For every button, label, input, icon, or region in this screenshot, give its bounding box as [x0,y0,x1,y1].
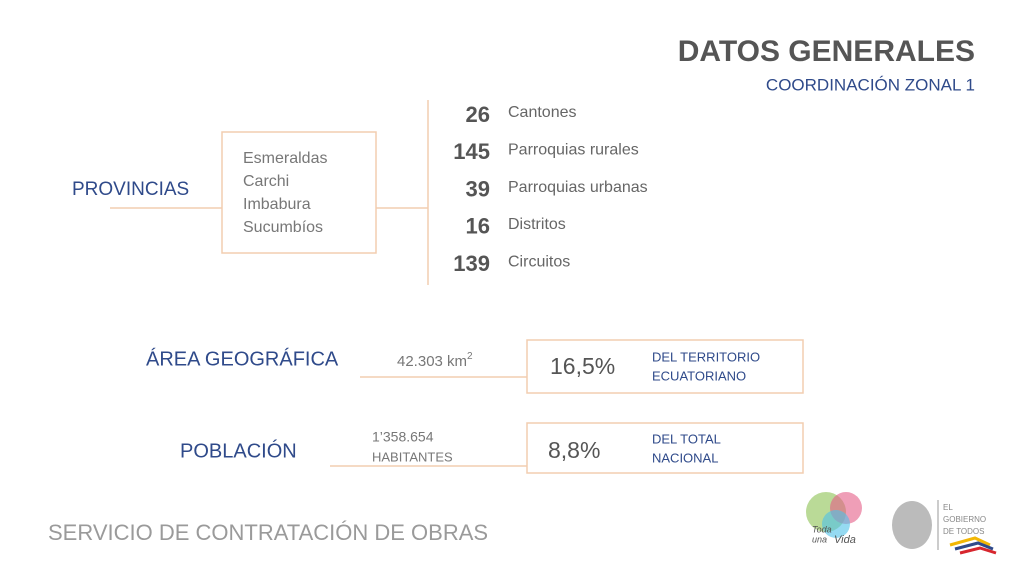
title: DATOS GENERALES [678,35,975,68]
logo-text: Vida [834,534,856,546]
provinces-label: PROVINCIAS [72,179,189,200]
population-note: NACIONAL [652,450,718,465]
counts: 26 Cantones 145 Parroquias rurales 39 Parroqu… [453,102,647,276]
count-value: 16 [466,214,490,239]
province: Esmeraldas [243,150,327,167]
footer-org: SERVICIO DE CONTRATACIÓN DE OBRAS [48,520,488,545]
subtitle: COORDINACIÓN ZONAL 1 [766,75,975,94]
count-label: Parroquias rurales [508,142,639,159]
provinces-box [221,131,377,254]
population-box [526,422,804,474]
count-value: 39 [466,176,490,201]
logo-stripe [949,536,991,547]
logo-text: una [812,534,827,544]
count-label: Parroquias urbanas [508,179,648,196]
logo-text: GOBIERNO [943,515,986,524]
provinces-list: Esmeraldas Carchi Imbabura Sucumbíos [243,150,327,236]
logo-text: Toda [812,524,832,534]
count-value: 139 [453,251,490,276]
area-amount-sup: 2 [467,351,473,362]
area-note: ECUATORIANO [652,368,746,383]
area-amount-value: 42.303 km [397,353,467,370]
logo-stripe [954,541,994,551]
logo-right: EL GOBIERNO DE TODOS [892,500,997,555]
logo-text: DE TODOS [943,527,985,536]
area-box [526,339,804,394]
logo-shape [892,501,932,549]
count-value: 145 [453,139,490,164]
count-label: Circuitos [508,253,570,270]
logo-text: EL [943,503,953,512]
province: Imbabura [243,196,311,213]
logo-shape [822,510,850,538]
population-amount: HABITANTES [372,449,453,464]
area-amount: 42.303 km2 [397,351,473,370]
population-note: DEL TOTAL [652,431,721,446]
logo-left: Toda una Vida [806,492,862,546]
area-share: 16,5% [550,353,615,379]
population-label: POBLACIÓN [180,439,297,462]
count-label: Distritos [508,216,566,233]
population-share: 8,8% [548,437,600,463]
count-value: 26 [466,102,490,127]
area-label: ÁREA GEOGRÁFICA [146,347,339,370]
province: Carchi [243,173,289,190]
area-note: DEL TERRITORIO [652,349,760,364]
count-label: Cantones [508,104,577,121]
population-amount: 1’358.654 [372,429,434,445]
logo-stripe [959,546,997,555]
province: Sucumbíos [243,219,323,236]
